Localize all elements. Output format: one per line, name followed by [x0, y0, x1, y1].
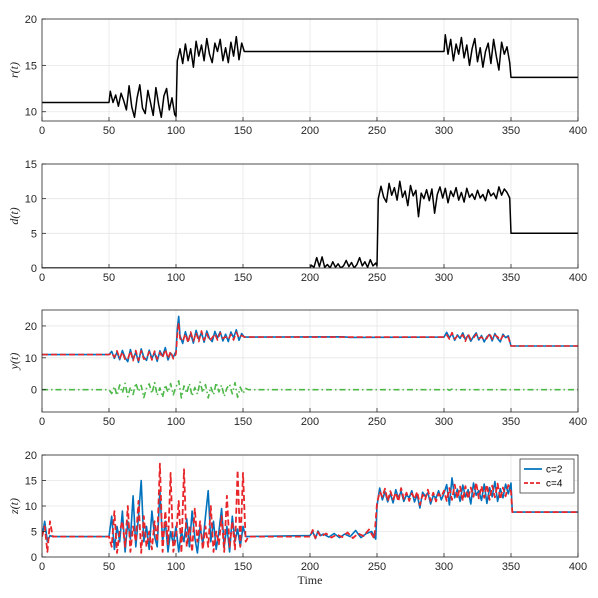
y-axis-label: y(t) — [7, 353, 21, 371]
x-tick-label: 200 — [301, 561, 319, 573]
y-tick-label: 10 — [25, 107, 37, 119]
x-tick-label: 300 — [435, 272, 453, 284]
series-line-2 — [42, 322, 578, 362]
x-tick-label: 150 — [234, 272, 252, 284]
y-tick-label: 10 — [25, 194, 37, 206]
x-tick-label: 100 — [167, 125, 185, 137]
y-axis-label: d(t) — [7, 207, 21, 224]
series-line-3 — [42, 380, 578, 399]
x-tick-label: 350 — [502, 416, 520, 428]
y-tick-label: 20 — [25, 14, 37, 26]
y-tick-label: 0 — [31, 385, 37, 397]
x-tick-label: 250 — [368, 416, 386, 428]
panel-3: 0 50 100 150 200 250 300 350 400 0 10 20 y(t) — [7, 309, 587, 428]
x-tick-label: 300 — [435, 416, 453, 428]
y-axis-label: z(t) — [7, 498, 21, 515]
panel-1: 0 50 100 150 200 250 300 350 400 10 15 20 r(t) — [7, 14, 587, 137]
x-tick-label: 50 — [103, 272, 115, 284]
y-tick-label: 0 — [31, 263, 37, 275]
series-line-1 — [42, 34, 578, 119]
x-tick-label: 100 — [167, 561, 185, 573]
y-tick-label: 15 — [25, 476, 37, 488]
y-tick-label: 15 — [25, 159, 37, 171]
x-tick-label: 50 — [103, 561, 115, 573]
panel-2: 0 50 100 150 200 250 300 350 400 0 5 10 15 d(t) — [7, 159, 587, 284]
legend-label: c=2 — [546, 465, 563, 476]
x-tick-label: 400 — [569, 125, 587, 137]
x-tick-label: 200 — [301, 416, 319, 428]
x-tick-label: 350 — [502, 561, 520, 573]
x-tick-label: 0 — [39, 561, 45, 573]
legend-box — [519, 458, 575, 494]
x-tick-label: 300 — [435, 125, 453, 137]
x-tick-label: 0 — [39, 416, 45, 428]
x-tick-label: 250 — [368, 272, 386, 284]
series-group — [42, 462, 578, 554]
y-tick-label: 5 — [31, 228, 37, 240]
legend-label: c=4 — [546, 479, 563, 490]
x-tick-label: 350 — [502, 272, 520, 284]
x-tick-label: 200 — [301, 125, 319, 137]
panel-4: 0 50 100 150 200 250 300 350 400 0 5 10 15 20 z(t) Time… — [7, 450, 587, 587]
y-axis-label: r(t) — [7, 62, 21, 78]
x-tick-label: 100 — [167, 416, 185, 428]
series-line-1 — [42, 477, 578, 554]
x-tick-label: 100 — [167, 272, 185, 284]
x-tick-label: 150 — [234, 125, 252, 137]
x-tick-label: 150 — [234, 416, 252, 428]
x-tick-label: 400 — [569, 272, 587, 284]
x-tick-label: 150 — [234, 561, 252, 573]
series-group — [42, 315, 578, 399]
y-tick-label: 20 — [25, 450, 37, 462]
x-tick-label: 400 — [569, 561, 587, 573]
x-tick-label: 0 — [39, 125, 45, 137]
y-tick-label: 0 — [31, 552, 37, 564]
y-tick-label: 5 — [31, 527, 37, 539]
x-tick-label: 250 — [368, 561, 386, 573]
legend: c=2c=4 — [519, 458, 575, 494]
series-line-2 — [42, 462, 578, 554]
x-tick-label: 50 — [103, 125, 115, 137]
x-tick-label: 200 — [301, 272, 319, 284]
x-tick-label: 400 — [569, 416, 587, 428]
series-group — [42, 34, 578, 119]
x-tick-label: 350 — [502, 125, 520, 137]
x-tick-label: 50 — [103, 416, 115, 428]
x-tick-label: 300 — [435, 561, 453, 573]
x-tick-label: 250 — [368, 125, 386, 137]
x-tick-label: 0 — [39, 272, 45, 284]
y-tick-label: 15 — [25, 60, 37, 72]
y-tick-label: 10 — [25, 353, 37, 365]
y-tick-label: 10 — [25, 501, 37, 513]
x-axis-label: Time — [298, 573, 323, 587]
y-tick-label: 20 — [25, 321, 37, 333]
